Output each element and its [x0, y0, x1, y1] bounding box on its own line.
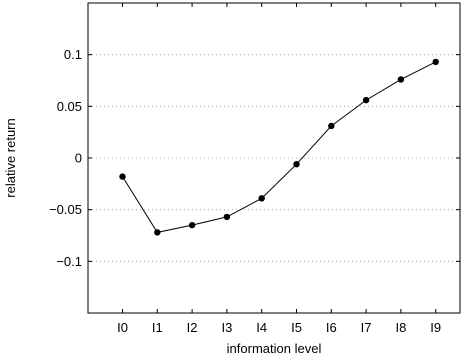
series-line [122, 61, 436, 233]
y-tick-label: 0 [75, 151, 82, 166]
y-axis-label: relative return [3, 118, 18, 197]
data-point [328, 122, 335, 130]
x-tick-label: I1 [152, 320, 163, 335]
x-tick-label: I5 [291, 320, 302, 335]
plot-area-frame [87, 2, 461, 314]
y-tick-label: −0.05 [49, 202, 82, 217]
data-point [362, 96, 370, 104]
x-tick-label: I4 [256, 320, 267, 335]
y-tick-labels: −0.1 −0.05 0 0.05 0.1 [49, 47, 82, 269]
data-point [432, 58, 439, 66]
y-tick-label: 0.05 [57, 99, 82, 114]
data-point [188, 221, 196, 229]
y-tick-label: 0.1 [64, 47, 82, 62]
x-tick-label: I3 [221, 320, 232, 335]
x-tick-label: I9 [430, 320, 441, 335]
data-point [154, 229, 161, 236]
x-tick-label: I6 [326, 320, 337, 335]
axis-ticks [88, 3, 460, 313]
x-tick-label: I8 [395, 320, 406, 335]
y-tick-label: −0.1 [56, 254, 82, 269]
x-axis-label: information level [227, 341, 322, 356]
x-tick-label: I0 [117, 320, 128, 335]
series-layer [119, 58, 439, 236]
x-tick-label: I7 [361, 320, 372, 335]
x-tick-label: I2 [187, 320, 198, 335]
data-point [397, 76, 405, 83]
data-point [223, 213, 231, 221]
data-point [258, 195, 265, 202]
data-point [119, 173, 126, 180]
grid-lines [88, 54, 460, 262]
x-tick-labels: I0 I1 I2 I3 I4 I5 I6 I7 I8 I9 [117, 320, 441, 335]
data-point [293, 161, 300, 168]
